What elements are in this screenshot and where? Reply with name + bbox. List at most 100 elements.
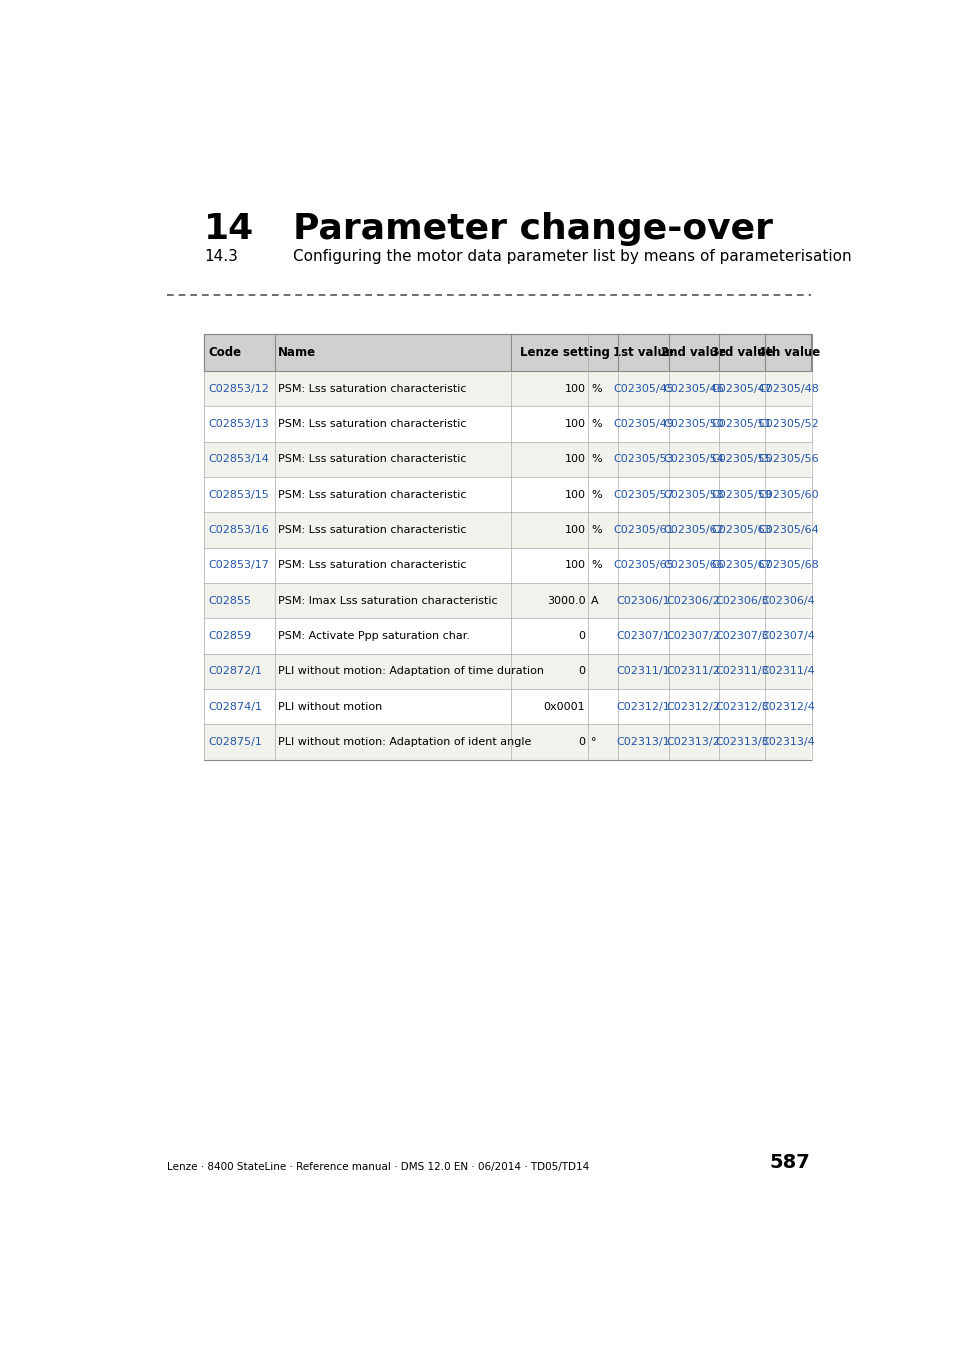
Text: C02305/50: C02305/50 xyxy=(662,418,723,429)
Text: 3rd value: 3rd value xyxy=(710,346,773,359)
Bar xyxy=(204,477,810,512)
Text: C02853/13: C02853/13 xyxy=(208,418,269,429)
Text: C02875/1: C02875/1 xyxy=(208,737,261,747)
Text: Parameter change-over: Parameter change-over xyxy=(293,212,772,246)
Text: C02312/3: C02312/3 xyxy=(715,702,768,711)
Text: Code: Code xyxy=(208,346,241,359)
Text: C02305/47: C02305/47 xyxy=(711,383,772,394)
Text: C02306/4: C02306/4 xyxy=(761,595,815,606)
Bar xyxy=(204,371,810,406)
Text: 14: 14 xyxy=(204,212,254,246)
Text: C02305/66: C02305/66 xyxy=(662,560,723,570)
Text: C02313/1: C02313/1 xyxy=(616,737,670,747)
Text: PSM: Lss saturation characteristic: PSM: Lss saturation characteristic xyxy=(278,383,466,394)
Text: C02307/2: C02307/2 xyxy=(666,630,720,641)
Text: 14.3: 14.3 xyxy=(204,250,238,265)
Text: PSM: Lss saturation characteristic: PSM: Lss saturation characteristic xyxy=(278,418,466,429)
Bar xyxy=(204,333,810,371)
Text: C02311/4: C02311/4 xyxy=(761,667,815,676)
Text: C02306/2: C02306/2 xyxy=(666,595,720,606)
Text: C02311/1: C02311/1 xyxy=(616,667,670,676)
Text: %: % xyxy=(591,383,601,394)
Text: 1st value: 1st value xyxy=(613,346,673,359)
Text: C02305/53: C02305/53 xyxy=(613,455,673,464)
Text: PSM: Lss saturation characteristic: PSM: Lss saturation characteristic xyxy=(278,525,466,535)
Text: 0: 0 xyxy=(578,737,585,747)
Bar xyxy=(204,441,810,477)
Text: %: % xyxy=(591,418,601,429)
Text: C02305/45: C02305/45 xyxy=(613,383,673,394)
Text: Name: Name xyxy=(278,346,316,359)
Text: C02305/68: C02305/68 xyxy=(758,560,819,570)
Text: %: % xyxy=(591,525,601,535)
Text: C02307/3: C02307/3 xyxy=(715,630,768,641)
Bar xyxy=(204,688,810,725)
Bar xyxy=(204,653,810,688)
Bar xyxy=(204,406,810,441)
Text: C02305/54: C02305/54 xyxy=(662,455,723,464)
Text: 4th value: 4th value xyxy=(757,346,819,359)
Text: C02855: C02855 xyxy=(208,595,251,606)
Text: %: % xyxy=(591,560,601,570)
Text: C02313/2: C02313/2 xyxy=(666,737,720,747)
Text: C02311/3: C02311/3 xyxy=(715,667,768,676)
Text: C02305/67: C02305/67 xyxy=(711,560,772,570)
Text: C02305/58: C02305/58 xyxy=(662,490,723,500)
Text: PSM: Activate Ppp saturation char.: PSM: Activate Ppp saturation char. xyxy=(278,630,470,641)
Text: C02306/3: C02306/3 xyxy=(715,595,768,606)
Text: 100: 100 xyxy=(564,560,585,570)
Text: C02859: C02859 xyxy=(208,630,251,641)
Text: 587: 587 xyxy=(769,1153,810,1172)
Bar xyxy=(204,583,810,618)
Text: C02312/4: C02312/4 xyxy=(761,702,815,711)
Text: C02312/2: C02312/2 xyxy=(666,702,720,711)
Text: PSM: Imax Lss saturation characteristic: PSM: Imax Lss saturation characteristic xyxy=(278,595,497,606)
Text: C02853/16: C02853/16 xyxy=(208,525,269,535)
Text: C02311/2: C02311/2 xyxy=(666,667,720,676)
Text: C02305/52: C02305/52 xyxy=(758,418,819,429)
Text: C02307/4: C02307/4 xyxy=(761,630,815,641)
Text: PSM: Lss saturation characteristic: PSM: Lss saturation characteristic xyxy=(278,490,466,500)
Text: °: ° xyxy=(591,737,597,747)
Bar xyxy=(204,618,810,653)
Text: Lenze · 8400 StateLine · Reference manual · DMS 12.0 EN · 06/2014 · TD05/TD14: Lenze · 8400 StateLine · Reference manua… xyxy=(167,1162,589,1172)
Text: A: A xyxy=(591,595,598,606)
Text: C02874/1: C02874/1 xyxy=(208,702,262,711)
Text: C02305/57: C02305/57 xyxy=(613,490,673,500)
Text: C02305/63: C02305/63 xyxy=(711,525,772,535)
Text: 3000.0: 3000.0 xyxy=(546,595,585,606)
Text: C02853/15: C02853/15 xyxy=(208,490,269,500)
Text: C02853/12: C02853/12 xyxy=(208,383,269,394)
Text: 100: 100 xyxy=(564,525,585,535)
Text: C02305/61: C02305/61 xyxy=(613,525,673,535)
Bar xyxy=(204,725,810,760)
Text: C02305/51: C02305/51 xyxy=(711,418,772,429)
Text: Configuring the motor data parameter list by means of parameterisation: Configuring the motor data parameter lis… xyxy=(293,250,851,265)
Text: %: % xyxy=(591,455,601,464)
Text: C02305/59: C02305/59 xyxy=(711,490,772,500)
Text: C02305/60: C02305/60 xyxy=(758,490,819,500)
Text: 100: 100 xyxy=(564,383,585,394)
Text: C02306/1: C02306/1 xyxy=(616,595,670,606)
Text: PLI without motion: Adaptation of time duration: PLI without motion: Adaptation of time d… xyxy=(278,667,543,676)
Bar xyxy=(204,548,810,583)
Text: C02313/3: C02313/3 xyxy=(715,737,768,747)
Text: 0: 0 xyxy=(578,667,585,676)
Text: PLI without motion: Adaptation of ident angle: PLI without motion: Adaptation of ident … xyxy=(278,737,531,747)
Bar xyxy=(204,512,810,548)
Text: 2nd value: 2nd value xyxy=(660,346,725,359)
Text: C02305/62: C02305/62 xyxy=(662,525,723,535)
Text: PSM: Lss saturation characteristic: PSM: Lss saturation characteristic xyxy=(278,455,466,464)
Text: C02853/17: C02853/17 xyxy=(208,560,269,570)
Text: PSM: Lss saturation characteristic: PSM: Lss saturation characteristic xyxy=(278,560,466,570)
Text: Lenze setting: Lenze setting xyxy=(519,346,609,359)
Text: C02305/55: C02305/55 xyxy=(711,455,772,464)
Text: 100: 100 xyxy=(564,455,585,464)
Text: C02307/1: C02307/1 xyxy=(616,630,670,641)
Text: C02872/1: C02872/1 xyxy=(208,667,262,676)
Text: C02305/65: C02305/65 xyxy=(613,560,673,570)
Text: 100: 100 xyxy=(564,418,585,429)
Text: C02305/64: C02305/64 xyxy=(758,525,819,535)
Text: 0: 0 xyxy=(578,630,585,641)
Text: %: % xyxy=(591,490,601,500)
